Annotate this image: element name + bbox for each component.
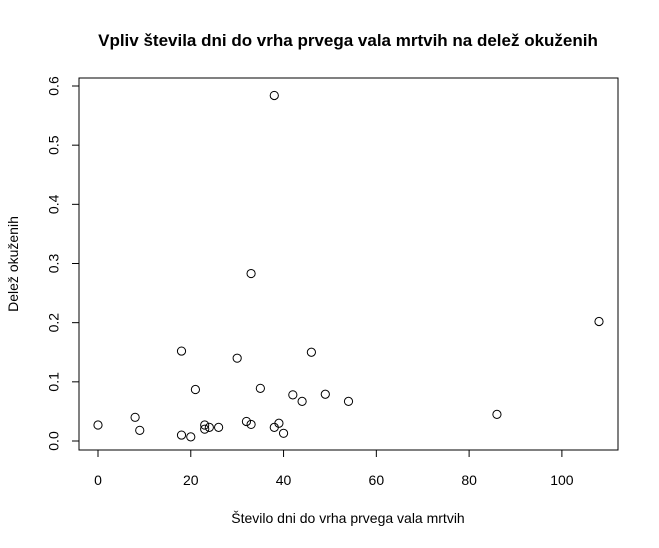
x-tick-label: 0 — [94, 472, 102, 488]
data-point — [176, 346, 187, 356]
data-point — [232, 353, 242, 363]
y-tick-label: 0.4 — [46, 194, 62, 214]
x-tick-label: 80 — [461, 472, 477, 488]
data-point — [176, 430, 187, 440]
y-axis-label: Delež okuženih — [5, 216, 21, 312]
data-point — [200, 424, 210, 434]
y-tick-label: 0.5 — [46, 135, 62, 155]
data-point — [241, 416, 252, 427]
data-point — [246, 268, 256, 279]
data-point — [186, 432, 196, 442]
data-point — [594, 316, 604, 327]
data-point — [288, 390, 298, 400]
data-point — [343, 396, 354, 406]
data-point — [255, 383, 265, 393]
y-tick-label: 0.0 — [46, 431, 62, 451]
data-point — [190, 384, 201, 395]
data-point — [274, 418, 284, 428]
x-tick-label: 60 — [369, 472, 385, 488]
y-tick-label: 0.2 — [46, 313, 62, 333]
y-tick-label: 0.6 — [46, 76, 62, 96]
data-point — [130, 412, 140, 422]
data-point — [93, 420, 103, 430]
plot-frame — [78, 77, 619, 451]
x-axis: 0 20 40 60 80 100 — [94, 449, 574, 488]
data-point — [135, 425, 145, 435]
x-tick-label: 100 — [550, 472, 574, 488]
data-point — [269, 90, 279, 101]
data-point — [297, 396, 307, 406]
x-axis-label: Število dni do vrha prvega vala mrtvih — [231, 510, 464, 526]
data-point — [204, 422, 214, 432]
x-tick-label: 40 — [276, 472, 292, 488]
data-point — [492, 409, 502, 419]
y-tick-label: 0.3 — [46, 254, 62, 274]
data-point — [278, 428, 289, 438]
data-point — [306, 347, 316, 357]
x-tick-label: 20 — [183, 472, 199, 488]
data-point — [214, 422, 224, 432]
y-axis: 0.0 0.1 0.2 0.3 0.4 0.5 0.6 — [46, 76, 80, 451]
data-point — [246, 419, 256, 430]
y-tick-label: 0.1 — [46, 372, 62, 392]
data-point — [200, 420, 210, 430]
chart-title: Vpliv števila dni do vrha prvega vala mr… — [98, 31, 598, 50]
points-layer — [93, 90, 604, 442]
data-point — [320, 389, 330, 399]
